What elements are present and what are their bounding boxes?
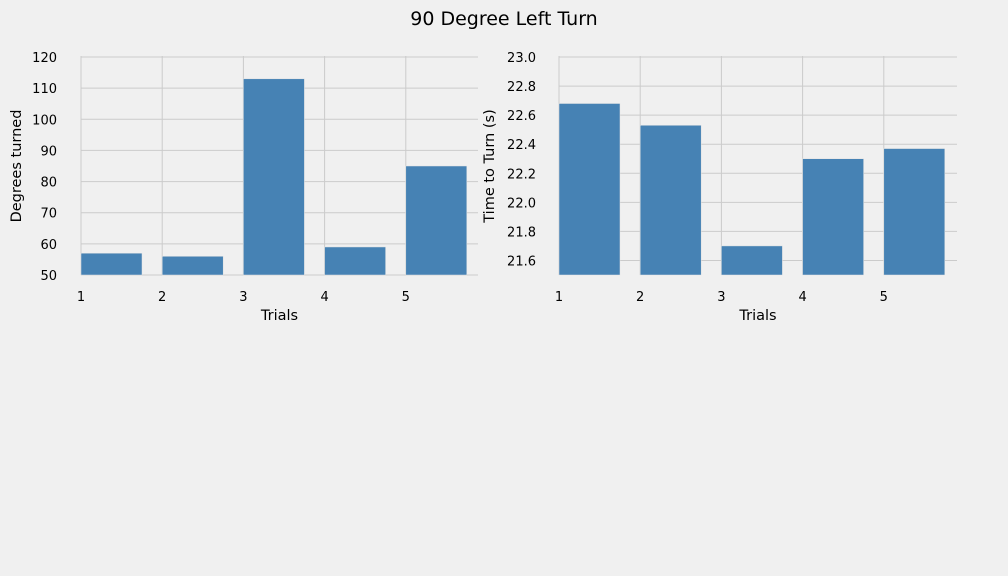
y-tick-label: 22.2: [507, 167, 536, 182]
bar-trial-3: [721, 245, 783, 276]
x-tick-label: 1: [555, 290, 563, 305]
x-axis-label: Trials: [260, 308, 298, 324]
y-tick-label: 22.0: [507, 196, 536, 211]
y-tick-label: 22.8: [507, 80, 536, 95]
y-tick-label: 22.4: [507, 138, 536, 153]
y-tick-label: 80: [40, 176, 57, 191]
x-tick-label: 2: [158, 290, 166, 305]
y-tick-label: 100: [32, 113, 57, 128]
y-tick-label: 110: [32, 82, 57, 97]
chart-degrees-turned: 50 60 70 80 90 100 110 120 1 2 3 4 5 Trials Degrees tu…: [9, 51, 478, 324]
bars: [558, 103, 946, 276]
y-tick-label: 21.6: [507, 254, 536, 269]
x-tick-label: 3: [717, 290, 725, 305]
bar-trial-1: [80, 252, 143, 276]
bar-trial-1: [558, 103, 621, 276]
bar-trial-4: [324, 246, 386, 276]
x-tick-label: 3: [239, 290, 247, 305]
y-axis-label: Time to Turn (s): [482, 109, 498, 223]
y-tick-label: 90: [40, 144, 57, 159]
bars: [80, 78, 468, 276]
y-tick-label: 50: [40, 269, 57, 284]
y-tick-label: 22.6: [507, 109, 536, 124]
chart-time-to-turn: 21.6 21.8 22.0 22.2 22.4 22.6 22.8 23.0 1 2 3 4 5 Tri…: [482, 51, 957, 324]
x-tick-label: 4: [320, 290, 328, 305]
x-tick-label: 2: [636, 290, 644, 305]
y-tick-label: 120: [32, 51, 57, 66]
y-tick-label: 70: [40, 207, 57, 222]
x-tick-label: 5: [402, 290, 410, 305]
bar-trial-2: [161, 256, 224, 276]
bar-trial-2: [639, 125, 702, 276]
x-tick-label: 4: [798, 290, 806, 305]
bar-trial-3: [243, 78, 305, 276]
y-tick-label: 60: [40, 238, 57, 253]
x-axis-label: Trials: [738, 308, 776, 324]
figure-title: 90 Degree Left Turn: [410, 8, 598, 30]
y-tick-label: 23.0: [507, 51, 536, 66]
y-axis-label: Degrees turned: [9, 110, 25, 223]
x-tick-label: 5: [880, 290, 888, 305]
bar-trial-4: [802, 158, 864, 276]
bar-trial-5: [405, 165, 468, 276]
bar-trial-5: [883, 148, 946, 276]
y-tick-label: 21.8: [507, 225, 536, 240]
x-tick-label: 1: [77, 290, 85, 305]
